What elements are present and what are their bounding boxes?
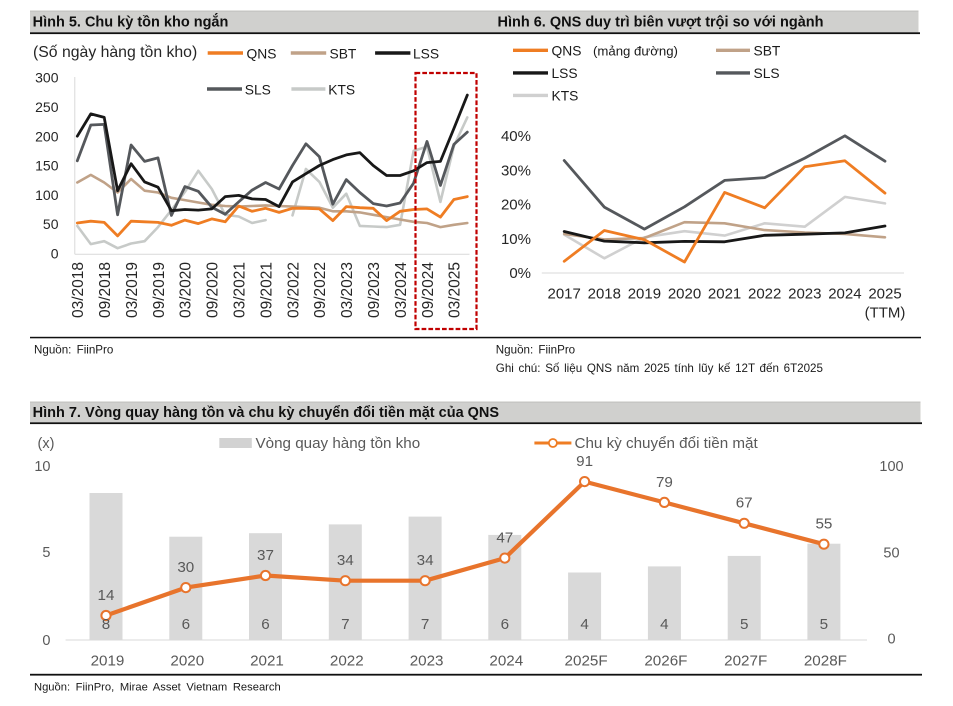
svg-text:(TTM): (TTM) [865, 305, 906, 322]
svg-text:2024: 2024 [828, 285, 861, 302]
svg-text:QNS: QNS [247, 46, 277, 61]
svg-text:100: 100 [35, 187, 59, 203]
svg-text:Vòng quay hàng tồn kho: Vòng quay hàng tồn kho [256, 435, 421, 452]
svg-text:7: 7 [341, 616, 349, 633]
svg-text:2021: 2021 [708, 285, 741, 302]
svg-text:2023: 2023 [788, 285, 821, 302]
svg-text:2027F: 2027F [724, 653, 767, 670]
svg-text:(Số ngày hàng tồn kho): (Số ngày hàng tồn kho) [33, 44, 197, 61]
svg-text:SLS: SLS [754, 66, 780, 81]
svg-text:2026F: 2026F [644, 653, 687, 670]
svg-text:2022: 2022 [330, 653, 364, 670]
svg-text:34: 34 [417, 552, 434, 569]
svg-text:LSS: LSS [552, 66, 578, 81]
svg-text:20%: 20% [501, 197, 531, 214]
svg-text:30%: 30% [501, 162, 531, 179]
svg-text:6: 6 [182, 616, 190, 633]
svg-text:0%: 0% [509, 265, 531, 282]
svg-text:67: 67 [736, 495, 753, 512]
svg-text:55: 55 [815, 516, 832, 533]
svg-text:47: 47 [496, 530, 513, 547]
svg-text:4: 4 [660, 616, 668, 633]
svg-text:4: 4 [580, 616, 588, 633]
svg-text:50: 50 [43, 216, 59, 232]
svg-text:SBT: SBT [754, 44, 781, 59]
svg-text:40%: 40% [501, 128, 531, 145]
svg-text:(x): (x) [38, 436, 55, 452]
svg-text:2028F: 2028F [804, 653, 847, 670]
svg-text:2024: 2024 [489, 653, 523, 670]
svg-text:2025: 2025 [868, 285, 901, 302]
svg-text:Nguồn: FiinPro, Mirae Asset Vi: Nguồn: FiinPro, Mirae Asset Vietnam Rese… [34, 682, 281, 694]
svg-text:SLS: SLS [245, 82, 271, 97]
svg-text:2018: 2018 [588, 285, 621, 302]
svg-text:Chu kỳ chuyển đổi tiền mặt: Chu kỳ chuyển đổi tiền mặt [575, 435, 759, 452]
svg-text:91: 91 [576, 453, 593, 470]
svg-text:03/2024: 03/2024 [393, 262, 410, 318]
svg-text:5: 5 [740, 616, 748, 633]
svg-text:37: 37 [257, 547, 274, 564]
svg-text:7: 7 [421, 616, 429, 633]
svg-text:6: 6 [261, 616, 269, 633]
svg-text:09/2019: 09/2019 [151, 262, 168, 318]
svg-text:03/2019: 03/2019 [124, 262, 141, 318]
svg-text:2021: 2021 [250, 653, 284, 670]
svg-text:2020: 2020 [668, 285, 701, 302]
svg-text:0: 0 [887, 632, 895, 648]
svg-text:6: 6 [501, 616, 509, 633]
svg-text:2017: 2017 [548, 285, 581, 302]
svg-text:5: 5 [42, 545, 50, 561]
svg-text:Hình 5. Chu kỳ tồn kho ngắn: Hình 5. Chu kỳ tồn kho ngắn [33, 13, 229, 31]
svg-text:Hình 6. QNS duy trì biên vượt: Hình 6. QNS duy trì biên vượt trội so vớ… [498, 15, 824, 31]
svg-text:03/2020: 03/2020 [178, 262, 195, 318]
svg-text:30: 30 [177, 559, 194, 576]
svg-text:2019: 2019 [628, 285, 661, 302]
svg-text:03/2025: 03/2025 [447, 262, 464, 318]
svg-text:200: 200 [35, 128, 59, 144]
svg-text:QNS: QNS [552, 44, 582, 59]
svg-text:14: 14 [98, 587, 115, 604]
svg-text:Hình 7. Vòng quay hàng tồn và: Hình 7. Vòng quay hàng tồn và chu kỳ chu… [33, 405, 500, 421]
svg-text:34: 34 [337, 552, 354, 569]
svg-text:SBT: SBT [330, 46, 357, 61]
svg-text:2025F: 2025F [565, 653, 608, 670]
svg-text:0: 0 [51, 246, 59, 262]
svg-text:03/2018: 03/2018 [70, 262, 87, 318]
svg-text:0: 0 [42, 633, 50, 649]
svg-text:79: 79 [656, 474, 673, 491]
svg-text:09/2020: 09/2020 [205, 262, 222, 318]
svg-text:Ghi chú: Số liệu QNS năm 2025: Ghi chú: Số liệu QNS năm 2025 tính lũy k… [496, 362, 823, 375]
svg-text:09/2023: 09/2023 [366, 262, 383, 318]
svg-text:5: 5 [820, 616, 828, 633]
svg-text:50: 50 [883, 546, 899, 562]
svg-text:KTS: KTS [552, 89, 579, 104]
svg-text:10: 10 [34, 459, 50, 475]
svg-text:KTS: KTS [328, 82, 355, 97]
svg-text:LSS: LSS [413, 46, 439, 61]
svg-text:300: 300 [35, 70, 59, 86]
svg-text:Nguồn: FiinPro: Nguồn: FiinPro [34, 344, 113, 357]
svg-text:09/2018: 09/2018 [97, 262, 114, 318]
svg-text:03/2021: 03/2021 [231, 262, 248, 318]
svg-text:2023: 2023 [410, 653, 444, 670]
svg-text:2020: 2020 [170, 653, 204, 670]
svg-text:09/2024: 09/2024 [420, 262, 437, 318]
svg-text:09/2022: 09/2022 [312, 262, 329, 318]
svg-text:09/2021: 09/2021 [258, 262, 275, 318]
svg-text:Nguồn: FiinPro: Nguồn: FiinPro [496, 344, 575, 357]
svg-text:(mảng đường): (mảng đường) [593, 43, 678, 58]
svg-text:8: 8 [102, 616, 110, 633]
svg-text:10%: 10% [501, 231, 531, 248]
svg-text:2022: 2022 [748, 285, 781, 302]
svg-text:150: 150 [35, 158, 59, 174]
svg-text:250: 250 [35, 99, 59, 115]
svg-text:03/2022: 03/2022 [285, 262, 302, 318]
svg-text:100: 100 [879, 459, 903, 475]
svg-text:03/2023: 03/2023 [339, 262, 356, 318]
svg-text:2019: 2019 [91, 653, 125, 670]
